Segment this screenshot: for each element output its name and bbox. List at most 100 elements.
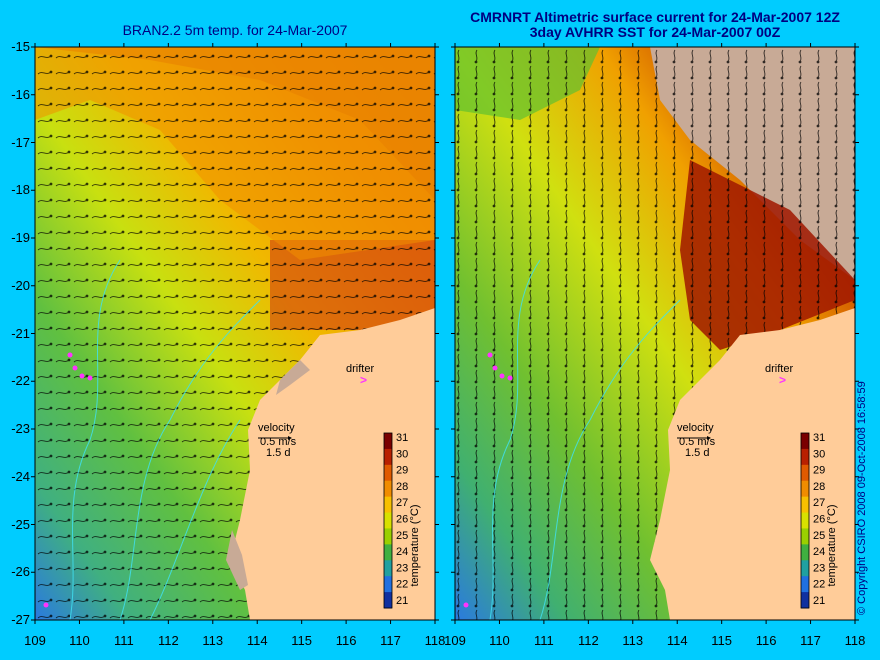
lat-tick-label: -24 bbox=[11, 468, 30, 484]
lon-tick-label: 118 bbox=[424, 633, 446, 648]
lon-tick-label: 112 bbox=[157, 633, 179, 648]
lon-tick-label: 109 bbox=[444, 633, 466, 648]
left-drifter-track bbox=[43, 352, 93, 608]
lon-tick-label: 115 bbox=[711, 633, 733, 648]
colorbar-tick-label: 21 bbox=[813, 595, 825, 607]
lat-tick-label: -23 bbox=[11, 421, 30, 436]
colorbar-swatch bbox=[384, 464, 392, 482]
svg-text:1.5 d: 1.5 d bbox=[266, 447, 290, 459]
colorbar-tick-label: 29 bbox=[396, 465, 408, 477]
colorbar-tick-label: 25 bbox=[396, 530, 408, 542]
right-map-title-line2: 3day AVHRR SST for 24-Mar-2007 00Z bbox=[529, 24, 781, 40]
colorbar-swatch bbox=[384, 496, 392, 514]
colorbar-swatch bbox=[384, 512, 392, 529]
lon-tick-label: 111 bbox=[533, 633, 554, 648]
lat-tick-label: -21 bbox=[11, 325, 30, 341]
lat-tick-label: -16 bbox=[11, 86, 30, 102]
right-drifter-marker: > bbox=[779, 373, 786, 387]
colorbar-frame bbox=[800, 432, 810, 609]
colorbar-tick-label: 23 bbox=[813, 562, 825, 574]
colorbar-tick-label: 24 bbox=[813, 546, 825, 558]
colorbar-tick-label: 28 bbox=[813, 481, 825, 493]
colorbar-tick-label: 23 bbox=[396, 562, 408, 574]
colorbar-swatch bbox=[384, 576, 392, 593]
left-bathymetry-contours bbox=[69, 259, 261, 621]
lat-tick-label: -22 bbox=[11, 373, 30, 389]
lon-tick-label: 110 bbox=[489, 633, 510, 648]
lon-tick-label: 109 bbox=[24, 633, 46, 648]
colorbar-swatch bbox=[801, 448, 809, 466]
colorbar-swatch bbox=[801, 433, 809, 450]
lat-tick-label: -17 bbox=[11, 134, 30, 150]
lon-tick-label: 113 bbox=[622, 633, 644, 648]
colorbar-swatch bbox=[801, 464, 809, 482]
left-drifter-marker: > bbox=[360, 373, 367, 387]
colorbar-tick-label: 21 bbox=[396, 595, 408, 607]
lat-tick-label: -27 bbox=[11, 612, 30, 627]
right-bathymetry-contours bbox=[489, 259, 681, 621]
colorbar-tick-label: 30 bbox=[396, 448, 408, 460]
lon-tick-label: 117 bbox=[380, 633, 401, 648]
colorbar-frame bbox=[383, 432, 393, 609]
copyright-note: © Copyright CSIRO 2008 09-Oct-2008 16:58… bbox=[856, 381, 868, 615]
svg-text:1.5 d: 1.5 d bbox=[685, 447, 709, 459]
lat-tick-label: -26 bbox=[11, 564, 30, 580]
colorbar-swatch bbox=[801, 512, 809, 529]
colorbar-swatch bbox=[384, 480, 392, 498]
colorbar-tick-label: 27 bbox=[396, 497, 408, 509]
right-map-title-line1: CMRNRT Altimetric surface current for 24… bbox=[470, 9, 840, 25]
lat-tick-label: -19 bbox=[11, 230, 30, 245]
colorbar-title: temperature (°C) bbox=[826, 504, 838, 586]
lon-tick-label: 112 bbox=[577, 633, 599, 648]
right-velocity-legend: velocity 0.5 m/s 1.5 d drifter > bbox=[677, 363, 793, 459]
lon-tick-label: 113 bbox=[202, 633, 224, 648]
colorbar-tick-label: 31 bbox=[813, 432, 825, 444]
colorbar-swatch bbox=[801, 544, 809, 561]
colorbar-swatch bbox=[801, 496, 809, 514]
left-velocity-legend: velocity 0.5 m/s 1.5 d drifter > bbox=[258, 363, 374, 459]
colorbar-tick-label: 26 bbox=[813, 514, 825, 526]
colorbar-tick-label: 30 bbox=[813, 448, 825, 460]
lon-tick-label: 111 bbox=[113, 633, 134, 648]
right-map bbox=[455, 47, 855, 621]
colorbar-tick-label: 31 bbox=[396, 432, 408, 444]
colorbar-tick-label: 29 bbox=[813, 465, 825, 477]
colorbar-tick-label: 22 bbox=[396, 579, 408, 591]
colorbar-swatch bbox=[384, 433, 392, 450]
lon-tick-label: 116 bbox=[755, 633, 777, 648]
lon-tick-label: 116 bbox=[335, 633, 357, 648]
colorbar-swatch bbox=[384, 528, 392, 545]
right-drifter-label: drifter bbox=[765, 363, 793, 375]
colorbar-swatch bbox=[801, 592, 809, 609]
colorbar-tick-label: 25 bbox=[813, 530, 825, 542]
lon-tick-label: 114 bbox=[666, 633, 688, 648]
colorbar-swatch bbox=[384, 544, 392, 561]
lon-tick-label: 115 bbox=[291, 633, 313, 648]
left-map bbox=[35, 47, 435, 621]
right-drifter-track bbox=[463, 352, 513, 608]
colorbar-title: temperature (°C) bbox=[409, 504, 421, 586]
colorbar-tick-label: 28 bbox=[396, 481, 408, 493]
lat-tick-label: -18 bbox=[11, 182, 30, 198]
colorbar-swatch bbox=[801, 576, 809, 593]
colorbar-swatch bbox=[801, 528, 809, 545]
lat-tick-label: -20 bbox=[11, 277, 30, 293]
colorbar-swatch bbox=[384, 448, 392, 466]
colorbar-tick-label: 26 bbox=[396, 514, 408, 526]
colorbar-tick-label: 27 bbox=[813, 497, 825, 509]
lon-tick-label: 118 bbox=[844, 633, 866, 648]
svg-text:velocity: velocity bbox=[677, 422, 714, 434]
lat-tick-label: -25 bbox=[11, 516, 30, 532]
svg-text:velocity: velocity bbox=[258, 422, 295, 434]
colorbar-tick-label: 24 bbox=[396, 546, 408, 558]
left-drifter-label: drifter bbox=[346, 363, 374, 375]
lon-tick-label: 117 bbox=[800, 633, 821, 648]
colorbar-swatch bbox=[801, 560, 809, 577]
colorbar-swatch bbox=[384, 560, 392, 577]
svg-text:0.5 m/s: 0.5 m/s bbox=[679, 436, 716, 448]
left-map-title: BRAN2.2 5m temp. for 24-Mar-2007 bbox=[122, 22, 348, 38]
svg-text:0.5 m/s: 0.5 m/s bbox=[260, 436, 297, 448]
